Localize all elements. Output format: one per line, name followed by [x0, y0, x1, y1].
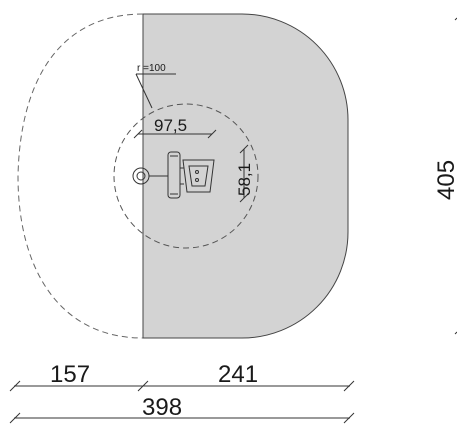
total-tick-right [343, 412, 355, 424]
equipment-dimension-label: 58,1 [235, 163, 254, 196]
outer-dashed-boundary [17, 13, 144, 339]
radius-leader-diagonal [135, 73, 153, 109]
equipment-dimension-tick-bottom [239, 193, 249, 203]
width-tick-right [343, 380, 355, 392]
total-width-label: 398 [142, 394, 182, 421]
inner-dimension-tick-right [207, 129, 217, 139]
inner-dashed-circle [113, 103, 259, 249]
radius-label: r =100 [137, 63, 166, 74]
inner-dimension-tick-left [133, 129, 143, 139]
right-width-label: 241 [218, 361, 258, 388]
safety-zone-area [142, 13, 349, 339]
equipment-dimension-tick-top [239, 144, 249, 154]
left-width-label: 157 [50, 361, 90, 388]
inner-dimension-label: 97,5 [154, 116, 187, 135]
equipment-symbol [132, 151, 215, 199]
width-tick-middle [137, 380, 149, 392]
width-tick-left [9, 380, 21, 392]
overall-depth-label: 405 [433, 160, 457, 200]
total-tick-left [9, 412, 21, 424]
